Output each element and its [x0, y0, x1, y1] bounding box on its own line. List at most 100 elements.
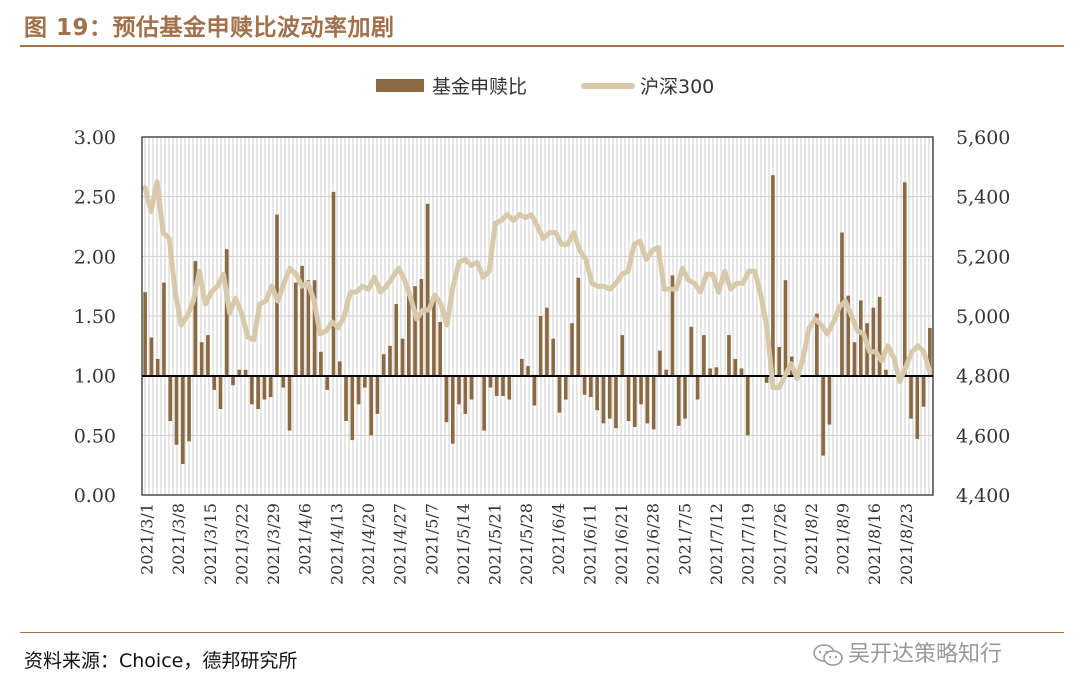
bar [852, 342, 857, 376]
bar [306, 280, 311, 376]
y-left-tick-label: 1.00 [74, 366, 116, 388]
source-note: 资料来源：Choice，德邦研究所 [24, 650, 298, 672]
bar [450, 375, 455, 444]
x-tick-label: 2021/6/21 [612, 503, 631, 585]
bar [557, 375, 562, 413]
bar [745, 375, 750, 436]
bar [877, 296, 882, 376]
bar [858, 300, 863, 376]
bar [702, 335, 706, 376]
y-right-tick-label: 4,600 [956, 425, 1010, 447]
bar [846, 295, 851, 376]
bar [777, 347, 782, 376]
bar [670, 275, 675, 376]
bar [149, 337, 154, 376]
bar [155, 358, 160, 376]
x-tick-label: 2021/7/19 [739, 503, 758, 585]
x-tick-label: 2021/3/22 [232, 503, 251, 585]
bar [243, 369, 248, 376]
bar [827, 375, 832, 425]
watermark: 吴开达策略知行 [812, 636, 1002, 668]
bar [519, 358, 524, 376]
y-right-tick-label: 5,600 [956, 127, 1010, 149]
bar [463, 375, 468, 414]
bar [494, 375, 499, 396]
bar [262, 375, 267, 400]
y-right-tick-label: 4,800 [956, 366, 1010, 388]
bar [651, 375, 656, 430]
bar [413, 286, 417, 376]
bar [607, 375, 612, 419]
bar [419, 279, 424, 376]
bar [783, 280, 788, 376]
bar [733, 358, 738, 376]
bar [601, 375, 606, 424]
bar [676, 375, 681, 426]
legend-bar-swatch [376, 79, 424, 92]
legend-line-label: 沪深300 [640, 76, 714, 98]
bar [394, 304, 399, 376]
bar [187, 375, 191, 442]
bar [212, 375, 217, 390]
bar [683, 375, 687, 419]
bar [174, 375, 179, 445]
bar [526, 366, 530, 376]
x-tick-label: 2021/5/14 [454, 503, 473, 585]
bar [595, 375, 599, 411]
y-axis-left: 3.00 2.50 2.00 1.50 1.00 0.50 0.00 [74, 127, 116, 507]
bar [457, 375, 461, 405]
bar [488, 375, 493, 388]
bar [589, 375, 593, 398]
bar-series [143, 175, 932, 464]
bar [319, 351, 323, 376]
x-tick-label: 2021/3/29 [264, 503, 283, 585]
bar [312, 280, 317, 376]
bar [739, 368, 744, 376]
bar [551, 338, 556, 376]
bar [444, 375, 449, 423]
bar [482, 375, 486, 431]
x-tick-label: 2021/4/13 [327, 503, 346, 585]
bar [350, 375, 355, 441]
x-tick-label: 2021/4/6 [296, 503, 315, 575]
bar [293, 282, 298, 376]
x-tick-label: 2021/6/4 [549, 503, 568, 575]
bar [268, 375, 273, 398]
bar [501, 375, 505, 396]
bar [168, 375, 173, 422]
bar [708, 368, 712, 376]
bar [632, 375, 637, 427]
bar [645, 375, 650, 424]
y-left-tick-label: 3.00 [74, 127, 116, 149]
bar [695, 375, 700, 400]
x-tick-label: 2021/3/1 [138, 503, 157, 575]
bar [199, 342, 204, 376]
bar [915, 375, 920, 439]
bar [771, 175, 775, 376]
x-tick-label: 2021/7/5 [675, 503, 694, 575]
x-tick-label: 2021/5/28 [517, 503, 536, 585]
bar [381, 354, 386, 376]
bar [425, 203, 430, 376]
bar [406, 289, 411, 376]
watermark-text: 吴开达策略知行 [848, 642, 1003, 667]
plot-frame [141, 136, 934, 496]
bar [815, 313, 819, 376]
bar [256, 375, 260, 410]
bar [469, 375, 474, 400]
bar [400, 338, 405, 376]
bar [356, 375, 361, 405]
title-divider [20, 45, 1064, 47]
x-tick-label: 2021/8/16 [865, 503, 884, 585]
combo-chart: 基金申赎比 沪深300 3.00 2.50 2.00 1.50 1.00 0.50 0.00… [74, 76, 1011, 585]
y-left-tick-label: 0.00 [74, 485, 116, 507]
bar [626, 375, 631, 422]
bar [714, 367, 719, 376]
bar [902, 182, 907, 376]
bar [432, 295, 436, 376]
x-axis: 2021/3/1 2021/3/8 2021/3/15 2021/3/22 2021/3… [138, 503, 916, 585]
x-tick-label: 2021/3/8 [169, 503, 188, 575]
bar [928, 327, 932, 376]
x-tick-label: 2021/7/12 [707, 503, 726, 585]
bar [337, 361, 342, 376]
